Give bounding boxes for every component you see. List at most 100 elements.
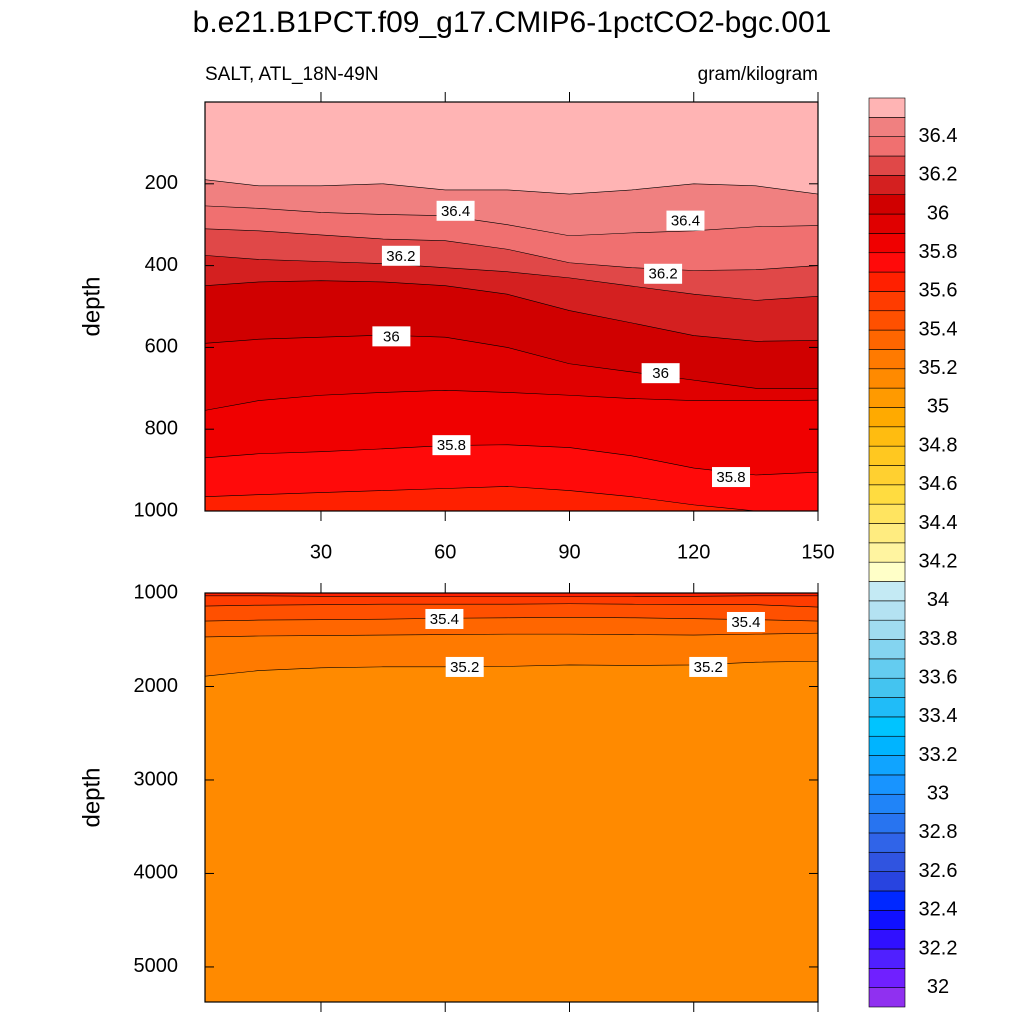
colorbar-box	[868, 329, 906, 350]
contour-line	[205, 255, 818, 301]
colorbar-box	[868, 252, 906, 273]
colorbar-label: 34.6	[919, 473, 958, 495]
contour-label: 35.4	[430, 611, 459, 628]
colorbar-box	[868, 851, 906, 872]
colorbar-label: 33	[927, 783, 949, 805]
colorbar-box	[868, 639, 906, 660]
colorbar-label: 32	[927, 976, 949, 998]
contour-label-box	[644, 263, 683, 284]
colorbar-box	[868, 271, 906, 292]
colorbar-label: 33.6	[919, 666, 958, 688]
colorbar-box	[868, 426, 906, 447]
contour-label-box	[689, 656, 728, 677]
contour-fill	[205, 486, 756, 511]
colorbar-box	[868, 349, 906, 370]
contour-label: 36.4	[441, 203, 470, 220]
x-tick-label: 120	[677, 541, 710, 563]
colorbar-box	[868, 445, 906, 466]
plot-frame	[204, 592, 819, 1003]
colorbar-label: 36.2	[919, 164, 958, 186]
colorbar-box	[868, 407, 906, 428]
colorbar-label: 32.8	[919, 821, 958, 843]
contour-label: 35.8	[437, 437, 466, 454]
contour-label-box	[436, 200, 475, 221]
subtitle-left: SALT, ATL_18N-49N	[205, 64, 379, 85]
contour-label: 35.4	[731, 614, 760, 631]
colorbar-box	[868, 523, 906, 544]
colorbar-box	[868, 155, 906, 176]
colorbar-box	[868, 310, 906, 331]
y-tick-label: 3000	[134, 768, 179, 790]
colorbar-label: 33.8	[919, 628, 958, 650]
x-tick-label: 30	[310, 541, 332, 563]
colorbar-label: 32.2	[919, 937, 958, 959]
colorbar-label: 35.6	[919, 280, 958, 302]
colorbar-box	[868, 503, 906, 524]
contour-line	[205, 228, 818, 271]
colorbar-box	[868, 484, 906, 505]
colorbar-box	[868, 561, 906, 582]
contour-label: 36	[383, 328, 400, 345]
plot-frame	[204, 101, 819, 512]
colorbar-label: 34.8	[919, 434, 958, 456]
colorbar-box	[868, 291, 906, 312]
y-tick-label: 200	[145, 172, 178, 194]
colorbar-box	[868, 697, 906, 718]
contour-label: 36.2	[648, 266, 677, 283]
contour-line	[205, 205, 818, 237]
colorbar-box	[868, 233, 906, 254]
y-tick-label: 2000	[134, 675, 179, 697]
colorbar-label: 36	[927, 202, 949, 224]
colorbar-label: 34.2	[919, 550, 958, 572]
colorbar-box	[868, 368, 906, 389]
colorbar-box	[868, 987, 906, 1008]
colorbar-box	[868, 387, 906, 408]
y-tick-label: 600	[145, 336, 178, 358]
colorbar-box	[868, 948, 906, 969]
contour-label-box	[726, 611, 765, 632]
contour-label-box	[445, 656, 484, 677]
colorbar-label: 35.8	[919, 241, 958, 263]
colorbar-box	[868, 832, 906, 853]
contour-label-box	[372, 326, 411, 347]
plot-area	[205, 102, 818, 511]
contour-label-box	[432, 435, 471, 456]
contour-line	[205, 179, 818, 195]
contour-line	[205, 280, 818, 342]
colorbar-box	[868, 619, 906, 640]
x-tick-label: 90	[558, 541, 580, 563]
colorbar-box	[868, 735, 906, 756]
colorbar-box	[868, 716, 906, 737]
colorbar-box	[868, 117, 906, 137]
contour-line	[205, 595, 818, 598]
contour-label: 35.8	[716, 469, 745, 486]
contour-label-box	[666, 210, 705, 231]
colorbar-box	[868, 600, 906, 621]
colorbar-box	[868, 175, 906, 196]
colorbar-box	[868, 929, 906, 950]
contour-label-box	[641, 363, 680, 384]
colorbar-box	[868, 774, 906, 795]
colorbar-box	[868, 968, 906, 988]
colorbar-box	[868, 542, 906, 563]
colorbar-label: 32.6	[919, 860, 958, 882]
x-tick-label: 150	[801, 541, 834, 563]
colorbar-label: 33.2	[919, 744, 958, 766]
chart-title: b.e21.B1PCT.f09_g17.CMIP6-1pctCO2-bgc.00…	[193, 6, 832, 39]
colorbar-box	[868, 97, 906, 118]
colorbar-label: 35	[927, 396, 949, 418]
contour-label: 36	[652, 365, 669, 382]
contour-line	[205, 632, 818, 638]
contour-label-box	[712, 467, 751, 488]
colorbar-label: 35.4	[919, 318, 958, 340]
colorbar-box	[868, 581, 906, 602]
contour-line	[205, 390, 818, 411]
colorbar-label: 34.4	[919, 512, 958, 534]
contour-label: 36.4	[671, 213, 700, 230]
colorbar-box	[868, 755, 906, 776]
colorbar-box	[868, 658, 906, 679]
colorbar-label: 32.4	[919, 899, 958, 921]
y-axis-label: depth	[78, 276, 105, 336]
subtitle-right: gram/kilogram	[698, 64, 818, 85]
colorbar-box	[868, 871, 906, 892]
